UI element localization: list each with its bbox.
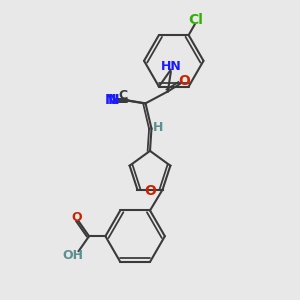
- Text: H: H: [153, 121, 163, 134]
- Text: HN: HN: [160, 60, 181, 73]
- Text: O: O: [144, 184, 156, 198]
- Text: N: N: [105, 93, 116, 107]
- Text: OH: OH: [62, 249, 83, 262]
- Text: Cl: Cl: [189, 13, 203, 27]
- Text: C: C: [119, 88, 128, 101]
- Text: O: O: [178, 74, 190, 88]
- Text: O: O: [72, 211, 83, 224]
- Text: N: N: [108, 93, 120, 107]
